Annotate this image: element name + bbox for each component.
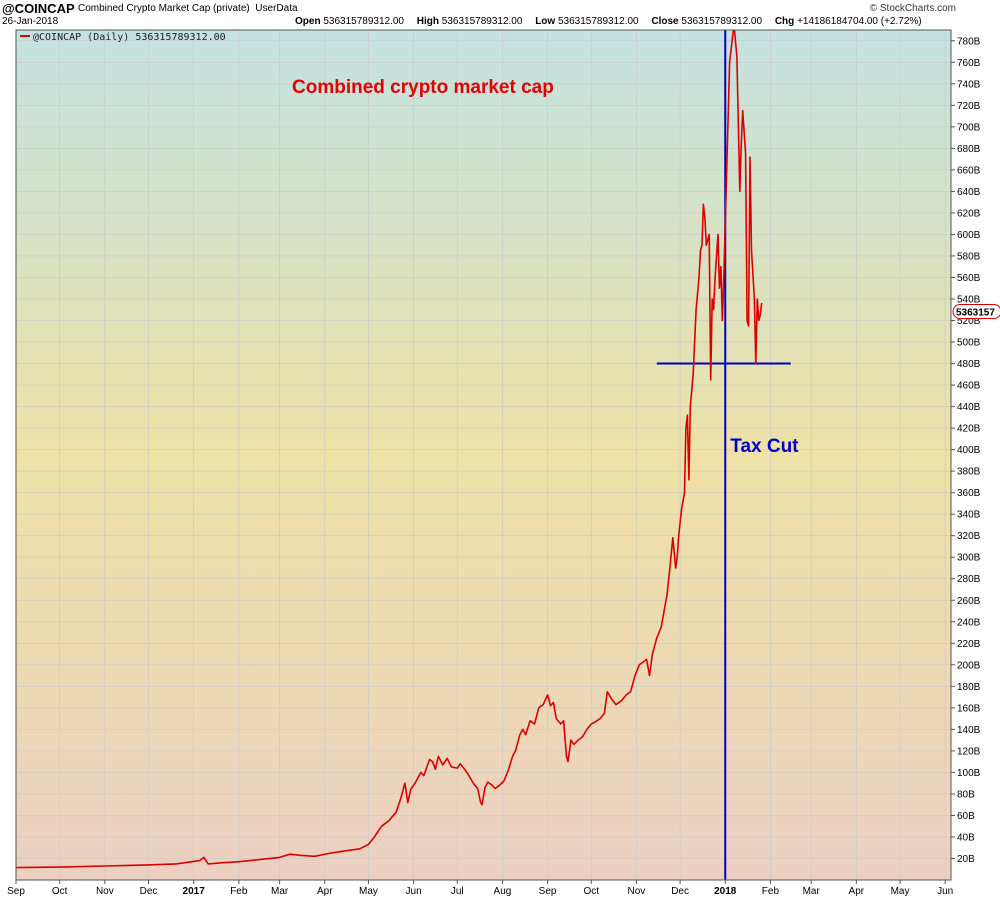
y-tick-label: 520B xyxy=(957,316,981,327)
y-tick-label: 480B xyxy=(957,359,981,370)
x-tick-label: Feb xyxy=(230,886,248,897)
close-value: 536315789312.00 xyxy=(681,16,763,27)
y-tick-label: 500B xyxy=(957,338,981,349)
y-tick-label: 260B xyxy=(957,596,981,607)
x-tick-label: Dec xyxy=(140,886,158,897)
y-tick-label: 100B xyxy=(957,768,981,779)
chart-title: Combined crypto market cap xyxy=(292,77,554,98)
legend-text: @COINCAP (Daily) 536315789312.00 xyxy=(33,32,226,43)
y-tick-label: 640B xyxy=(957,187,981,198)
y-tick-label: 380B xyxy=(957,467,981,478)
y-tick-label: 780B xyxy=(957,36,981,47)
quote-date: 26-Jan-2018 xyxy=(2,16,59,27)
y-tick-label: 400B xyxy=(957,445,981,456)
x-tick-label: Jun xyxy=(937,886,953,897)
x-tick-label: Sep xyxy=(7,886,25,897)
y-tick-label: 660B xyxy=(957,165,981,176)
open-value: 536315789312.00 xyxy=(323,16,404,27)
y-tick-label: 20B xyxy=(957,854,975,865)
y-tick-label: 760B xyxy=(957,58,981,69)
x-tick-label: Feb xyxy=(762,886,780,897)
y-tick-label: 300B xyxy=(957,553,981,564)
source-tag: UserData xyxy=(255,3,298,14)
stockcharts-brand[interactable]: © StockCharts.com xyxy=(869,3,956,14)
x-tick-label: 2017 xyxy=(183,886,206,897)
y-tick-label: 220B xyxy=(957,639,981,650)
x-tick-label: May xyxy=(359,886,378,897)
x-tick-label: Apr xyxy=(849,886,865,897)
y-tick-label: 360B xyxy=(957,488,981,499)
x-tick-label: Dec xyxy=(671,886,689,897)
plot-background xyxy=(16,30,951,880)
y-tick-label: 320B xyxy=(957,531,981,542)
plot-frame xyxy=(15,29,952,881)
x-tick-label: Jun xyxy=(406,886,422,897)
coincap-series-line xyxy=(16,30,763,869)
y-tick-label: 160B xyxy=(957,703,981,714)
chg-value: +14186184704.00 (+2.72%) xyxy=(797,16,922,27)
y-tick-label: 700B xyxy=(957,122,981,133)
y-tick-label: 740B xyxy=(957,79,981,90)
annotation-layer xyxy=(656,30,791,880)
x-tick-label: Sep xyxy=(539,886,557,897)
y-tick-label: 200B xyxy=(957,660,981,671)
y-tick-label: 340B xyxy=(957,510,981,521)
legend: @COINCAP (Daily) 536315789312.00 xyxy=(20,32,226,43)
y-tick-label: 560B xyxy=(957,273,981,284)
x-tick-label: Nov xyxy=(628,886,646,897)
y-tick-label: 720B xyxy=(957,101,981,112)
price-tag-text: 5363157 xyxy=(956,308,995,319)
y-tick-label: 40B xyxy=(957,832,975,843)
high-value: 536315789312.00 xyxy=(441,16,523,27)
chg-label: Chg xyxy=(774,16,795,27)
tax-cut-label: Tax Cut xyxy=(730,436,799,457)
description-text: Combined Crypto Market Cap (private) xyxy=(78,3,250,14)
symbol-label: @COINCAP xyxy=(2,1,75,16)
y-tick-label: 620B xyxy=(957,208,981,219)
low-value: 536315789312.00 xyxy=(557,16,639,27)
y-tick-label: 580B xyxy=(957,251,981,262)
x-tick-label: Oct xyxy=(583,886,599,897)
y-tick-label: 80B xyxy=(957,789,975,800)
ohlc-readout: Open 536315789312.00 High 536315789312.0… xyxy=(295,16,922,27)
price-tag-box xyxy=(952,304,1000,319)
symbol-description: Combined Crypto Market Cap (private) Use… xyxy=(78,3,298,14)
price-tag: 5363157 xyxy=(952,304,1000,319)
x-tick-label: Oct xyxy=(52,886,68,897)
price-chart[interactable]: 20B 40B 60B 80B 100B 120B 140B 160B 180B 200B 220B… xyxy=(0,28,1000,900)
close-label: Close xyxy=(651,16,679,27)
y-tick-label: 680B xyxy=(957,144,981,155)
x-tick-label: May xyxy=(891,886,910,897)
grid-lines xyxy=(15,30,951,880)
x-tick-label: Mar xyxy=(271,886,289,897)
low-label: Low xyxy=(535,16,556,27)
y-tick-label: 140B xyxy=(957,725,981,736)
x-tick-label: Mar xyxy=(803,886,821,897)
high-label: High xyxy=(416,16,439,27)
x-tick-label: Nov xyxy=(96,886,114,897)
y-tick-label: 460B xyxy=(957,381,981,392)
x-tick-label: Apr xyxy=(317,886,333,897)
x-tick-label: 2018 xyxy=(714,886,737,897)
y-tick-label: 540B xyxy=(957,294,981,305)
y-tick-label: 120B xyxy=(957,746,981,757)
series-layer xyxy=(16,30,763,869)
y-tick-label: 240B xyxy=(957,617,981,628)
y-tick-label: 180B xyxy=(957,682,981,693)
y-tick-label: 420B xyxy=(957,424,981,435)
x-tick-label: Aug xyxy=(494,886,512,897)
y-tick-label: 440B xyxy=(957,402,981,413)
x-axis: Sep Oct Nov Dec 2017 Feb Mar Apr May Jun Jul Aug Sep… xyxy=(7,880,953,897)
y-tick-label: 600B xyxy=(957,230,981,241)
chart-header: @COINCAP Combined Crypto Market Cap (pri… xyxy=(0,0,1000,30)
y-tick-label: 280B xyxy=(957,574,981,585)
x-tick-label: Jul xyxy=(451,886,464,897)
y-tick-label: 60B xyxy=(957,811,975,822)
open-label: Open xyxy=(295,16,321,27)
y-axis: 20B 40B 60B 80B 100B 120B 140B 160B 180B 200B 220B… xyxy=(951,36,981,865)
